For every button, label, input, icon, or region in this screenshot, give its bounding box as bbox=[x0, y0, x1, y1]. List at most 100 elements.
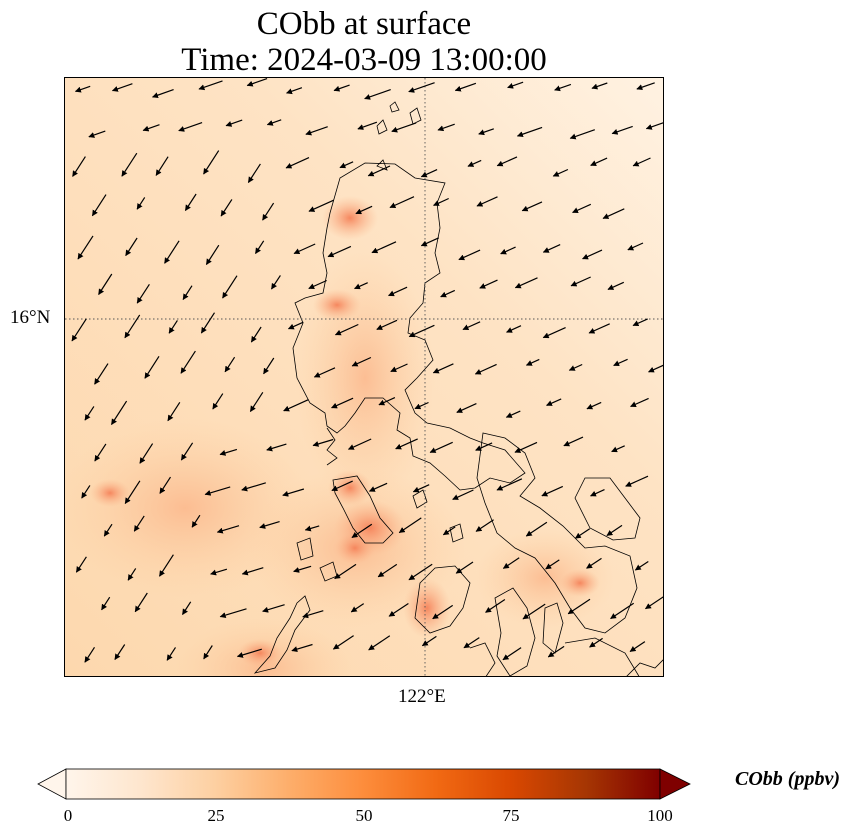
wind-vector-arrow bbox=[454, 82, 477, 92]
wind-vector-arrow bbox=[127, 568, 137, 581]
wind-vector-arrow bbox=[210, 568, 228, 576]
wind-vector-arrow bbox=[467, 159, 482, 167]
wind-vector-arrow bbox=[522, 603, 546, 620]
wind-vector-arrow bbox=[514, 441, 538, 453]
wind-vector-arrow bbox=[420, 169, 438, 178]
wind-vector-arrow bbox=[420, 237, 440, 247]
wind-vector-arrow bbox=[136, 197, 146, 210]
wind-vector-arrow bbox=[502, 647, 522, 661]
wind-vector-arrow bbox=[589, 637, 603, 648]
colorbar-min-extend bbox=[37, 768, 67, 800]
wind-vector-arrow bbox=[216, 525, 240, 534]
wind-vector-arrow bbox=[84, 646, 96, 663]
colorbar-label: CObb (ppbv) bbox=[735, 768, 840, 790]
wind-vector-arrow bbox=[164, 240, 180, 264]
colorbar-bar bbox=[65, 768, 661, 800]
wind-vector-arrow bbox=[121, 152, 138, 177]
wind-vector-arrow bbox=[347, 438, 372, 450]
wind-vector-arrow bbox=[167, 401, 181, 422]
wind-vector-arrow bbox=[440, 289, 456, 298]
colorbar-tick-label: 75 bbox=[502, 806, 520, 825]
wind-vector-arrow bbox=[114, 644, 126, 661]
wind-vector-arrow bbox=[270, 275, 281, 290]
wind-vector-arrow bbox=[514, 277, 538, 289]
wind-vector-arrow bbox=[81, 485, 91, 499]
wind-vector-arrow bbox=[168, 320, 178, 334]
wind-vector-arrow bbox=[144, 355, 160, 379]
wind-vector-arrow bbox=[166, 647, 177, 661]
wind-vector-arrow bbox=[136, 283, 150, 304]
wind-vector-arrow bbox=[368, 635, 391, 651]
wind-vector-arrow bbox=[390, 363, 408, 373]
wind-vector-arrow bbox=[308, 279, 327, 290]
wind-vector-arrow bbox=[84, 406, 95, 421]
wind-vector-arrow bbox=[398, 517, 422, 534]
wind-vector-arrow bbox=[611, 125, 633, 135]
wind-vector-arrow bbox=[591, 82, 608, 90]
wind-vector-arrow bbox=[262, 202, 275, 221]
wind-vector-arrow bbox=[263, 357, 275, 375]
wind-vector-arrow bbox=[205, 244, 220, 266]
wind-vector-arrow bbox=[377, 563, 398, 578]
wind-vector-arrow bbox=[180, 350, 196, 374]
wind-vector-arrow bbox=[111, 83, 133, 92]
wind-vector-arrow bbox=[625, 475, 649, 487]
wind-vector-arrow bbox=[302, 610, 324, 619]
wind-vector-arrow bbox=[203, 645, 213, 660]
wind-vector-arrow bbox=[521, 201, 543, 212]
wind-vector-arrow bbox=[590, 489, 605, 497]
map-canvas bbox=[65, 78, 663, 676]
wind-vector-arrow bbox=[496, 156, 518, 167]
wind-vector-arrow bbox=[327, 245, 352, 258]
wind-vector-arrow bbox=[552, 168, 569, 177]
wind-vector-arrow bbox=[133, 515, 145, 532]
wind-vector-arrow bbox=[388, 286, 408, 297]
map-panel bbox=[64, 77, 664, 677]
wind-vector-arrow bbox=[158, 554, 174, 577]
wind-vector-arrow bbox=[645, 122, 663, 130]
wind-vector-arrow bbox=[180, 442, 194, 461]
wind-vector-arrow bbox=[293, 243, 316, 255]
wind-vector-arrow bbox=[376, 319, 398, 330]
wind-vector-arrow bbox=[500, 246, 516, 255]
wind-vector-arrow bbox=[139, 443, 154, 464]
wind-vector-arrow bbox=[629, 641, 646, 652]
wind-vector-arrow bbox=[254, 240, 265, 255]
wind-vector-arrow bbox=[613, 358, 628, 367]
wind-vector-arrow bbox=[389, 196, 415, 209]
wind-vector-arrow bbox=[569, 129, 595, 140]
wind-vector-arrow bbox=[632, 157, 651, 167]
wind-vector-arrow bbox=[476, 196, 498, 207]
wind-vector-arrow bbox=[442, 526, 456, 536]
wind-vector-arrow bbox=[94, 363, 109, 385]
wind-vector-arrow bbox=[331, 480, 353, 492]
wind-vector-arrow bbox=[475, 442, 493, 451]
wind-vector-arrow bbox=[456, 403, 477, 413]
colorbar bbox=[37, 768, 691, 800]
wind-vector-arrow bbox=[203, 150, 220, 175]
colorbar-tick-label: 100 bbox=[647, 806, 673, 825]
wind-vector-arrow bbox=[462, 321, 481, 331]
wind-vector-arrow bbox=[266, 443, 287, 452]
wind-vector-arrow bbox=[212, 393, 224, 410]
wind-vector-arrow bbox=[479, 279, 498, 289]
wind-vector-arrow bbox=[636, 82, 655, 91]
colorbar-max-extend bbox=[659, 768, 691, 800]
wind-vector-arrow bbox=[572, 203, 592, 214]
wind-vector-arrow bbox=[458, 249, 481, 261]
wind-vector-arrow bbox=[236, 648, 262, 658]
wind-vector-arrow bbox=[88, 130, 106, 138]
wind-vector-arrow bbox=[505, 410, 521, 418]
wind-vector-arrow bbox=[125, 237, 138, 257]
wind-vector-arrow bbox=[124, 314, 141, 339]
wind-vector-arrow bbox=[475, 519, 494, 532]
wind-vector-arrow bbox=[339, 161, 354, 169]
wind-vector-arrow bbox=[220, 199, 233, 217]
wind-vector-arrow bbox=[452, 489, 474, 500]
colorbar-tick-label: 50 bbox=[355, 806, 373, 825]
wind-vector-arrow bbox=[334, 563, 357, 580]
wind-vector-arrow bbox=[547, 645, 565, 658]
wind-vector-arrow bbox=[191, 514, 201, 528]
wind-vector-arrow bbox=[351, 523, 373, 538]
wind-vector-arrow bbox=[507, 81, 524, 89]
